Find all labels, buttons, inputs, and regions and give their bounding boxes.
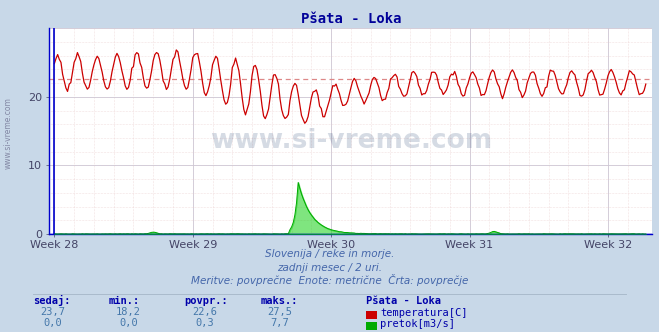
Text: www.si-vreme.com: www.si-vreme.com <box>210 128 492 154</box>
Text: 27,5: 27,5 <box>268 307 293 317</box>
Text: Pšata - Loka: Pšata - Loka <box>366 296 441 306</box>
Text: povpr.:: povpr.: <box>185 296 228 306</box>
Text: Slovenija / reke in morje.: Slovenija / reke in morje. <box>265 249 394 259</box>
Text: 18,2: 18,2 <box>116 307 141 317</box>
Text: www.si-vreme.com: www.si-vreme.com <box>3 97 13 169</box>
Text: 22,6: 22,6 <box>192 307 217 317</box>
Text: 23,7: 23,7 <box>40 307 65 317</box>
Text: temperatura[C]: temperatura[C] <box>380 308 468 318</box>
Text: min.:: min.: <box>109 296 140 306</box>
Text: 0,0: 0,0 <box>119 318 138 328</box>
Title: Pšata - Loka: Pšata - Loka <box>301 12 401 26</box>
Text: zadnji mesec / 2 uri.: zadnji mesec / 2 uri. <box>277 263 382 273</box>
Text: pretok[m3/s]: pretok[m3/s] <box>380 319 455 329</box>
Text: 0,3: 0,3 <box>195 318 214 328</box>
Text: 0,0: 0,0 <box>43 318 62 328</box>
Text: sedaj:: sedaj: <box>33 295 71 306</box>
Text: maks.:: maks.: <box>260 296 298 306</box>
Text: Meritve: povprečne  Enote: metrične  Črta: povprečje: Meritve: povprečne Enote: metrične Črta:… <box>191 274 468 286</box>
Text: 7,7: 7,7 <box>271 318 289 328</box>
